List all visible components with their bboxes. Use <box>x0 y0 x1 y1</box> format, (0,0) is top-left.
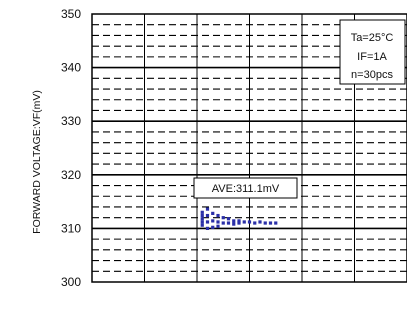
data-point <box>237 221 241 225</box>
data-point <box>216 224 220 228</box>
condition-current: IF=1A <box>357 51 387 63</box>
y-tick-label: 320 <box>61 168 81 182</box>
data-point <box>211 219 215 223</box>
data-point <box>200 220 204 224</box>
data-point <box>205 226 210 230</box>
data-point <box>268 221 273 225</box>
data-point <box>263 221 267 225</box>
plot-frame <box>91 13 407 283</box>
data-point <box>237 219 241 223</box>
average-box: AVE:311.1mV <box>193 177 298 199</box>
condition-temperature: Ta=25°C <box>351 32 394 44</box>
data-point <box>232 219 236 223</box>
conditions-box: Ta=25°C IF=1A n=30pcs <box>339 19 406 85</box>
data-point <box>200 223 204 227</box>
data-point <box>216 220 220 224</box>
data-point <box>274 221 278 225</box>
data-point <box>200 213 204 218</box>
data-point <box>226 221 231 225</box>
data-point <box>232 222 236 226</box>
data-point <box>253 221 257 225</box>
data-points <box>200 207 278 230</box>
data-point <box>205 207 210 211</box>
data-point <box>258 220 262 224</box>
data-point <box>205 220 210 224</box>
y-tick-labels: 300 310 320 330 340 350 <box>61 7 81 289</box>
condition-sample-count: n=30pcs <box>351 69 393 81</box>
y-tick-label: 300 <box>61 275 81 289</box>
data-point <box>226 217 231 221</box>
y-axis-label: FORWARD VOLTAGE:VF(mV) <box>31 90 43 234</box>
y-tick-label: 310 <box>61 221 81 235</box>
data-point <box>205 213 210 218</box>
y-tick-label: 350 <box>61 7 81 21</box>
data-point <box>221 216 225 220</box>
y-tick-label: 340 <box>61 61 81 75</box>
data-point <box>200 217 204 221</box>
data-point <box>242 220 246 224</box>
average-label: AVE:311.1mV <box>212 183 280 195</box>
y-tick-label: 330 <box>61 114 81 128</box>
data-point <box>216 213 220 218</box>
data-point <box>221 221 225 225</box>
data-point <box>211 225 215 229</box>
data-point <box>200 210 204 214</box>
data-point <box>247 220 252 224</box>
data-point <box>211 211 215 215</box>
